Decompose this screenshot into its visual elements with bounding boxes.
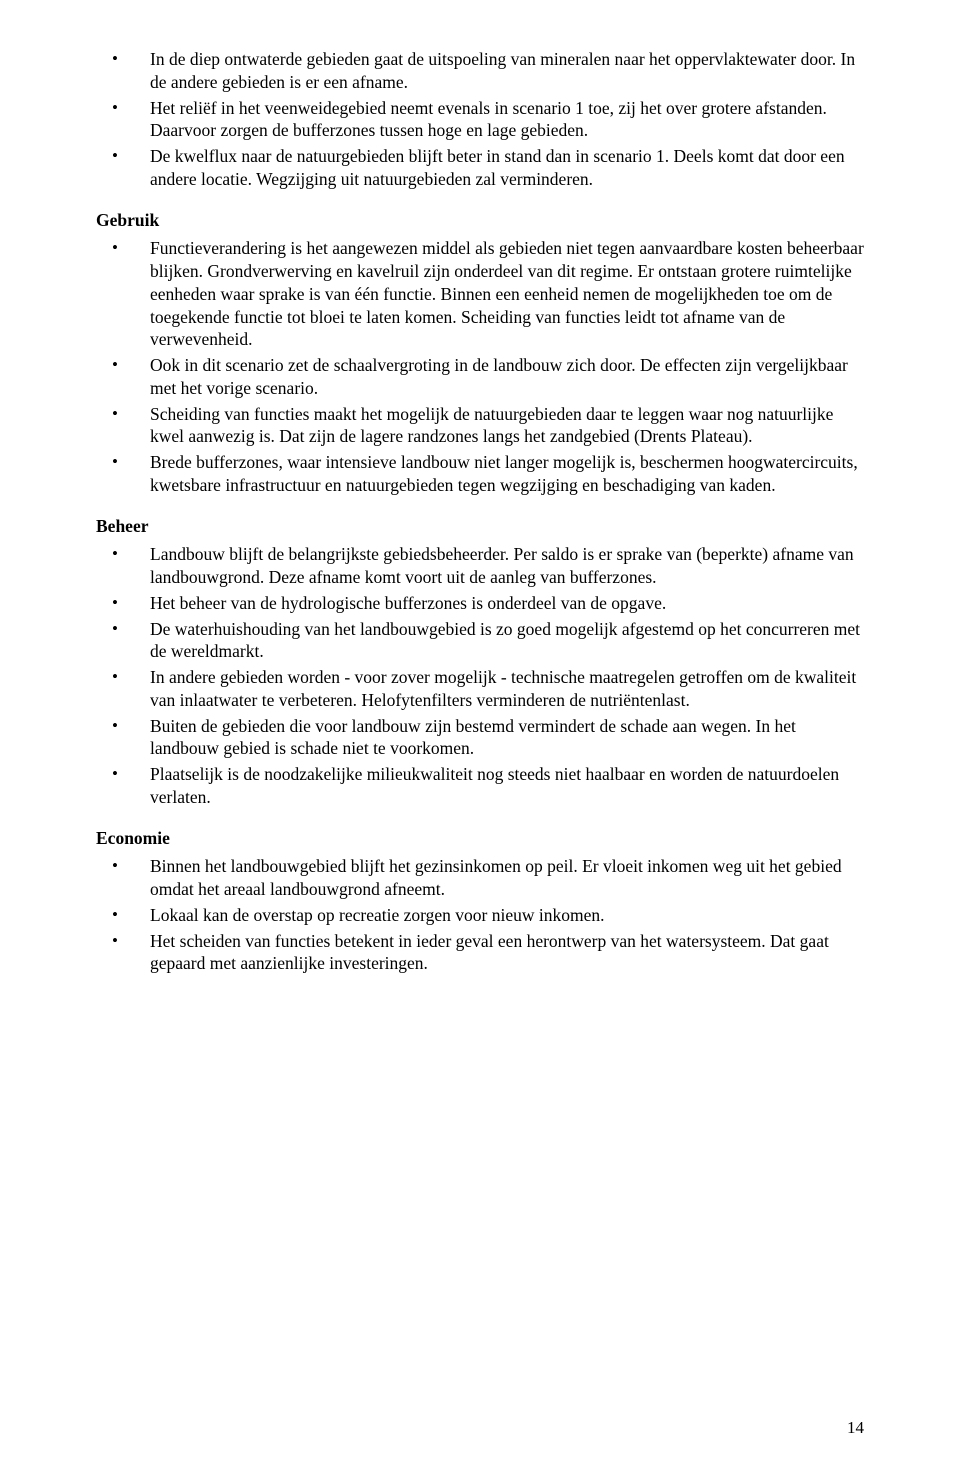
list-item: In de diep ontwaterde gebieden gaat de u…: [96, 48, 864, 94]
list-item: Landbouw blijft de belangrijkste gebieds…: [96, 543, 864, 589]
top-bullet-list: In de diep ontwaterde gebieden gaat de u…: [96, 48, 864, 191]
list-item: Het reliëf in het veenweidegebied neemt …: [96, 97, 864, 143]
list-item: Plaatselijk is de noodzakelijke milieukw…: [96, 763, 864, 809]
list-item: In andere gebieden worden - voor zover m…: [96, 666, 864, 712]
economie-bullet-list: Binnen het landbouwgebied blijft het gez…: [96, 855, 864, 975]
list-item: De kwelflux naar de natuurgebieden blijf…: [96, 145, 864, 191]
list-item: Ook in dit scenario zet de schaalvergrot…: [96, 354, 864, 400]
list-item: Functieverandering is het aangewezen mid…: [96, 237, 864, 351]
list-item: Buiten de gebieden die voor landbouw zij…: [96, 715, 864, 761]
list-item: Het beheer van de hydrologische bufferzo…: [96, 592, 864, 615]
heading-economie: Economie: [96, 827, 864, 850]
list-item: Binnen het landbouwgebied blijft het gez…: [96, 855, 864, 901]
heading-beheer: Beheer: [96, 515, 864, 538]
list-item: Lokaal kan de overstap op recreatie zorg…: [96, 904, 864, 927]
heading-gebruik: Gebruik: [96, 209, 864, 232]
list-item: Het scheiden van functies betekent in ie…: [96, 930, 864, 976]
beheer-bullet-list: Landbouw blijft de belangrijkste gebieds…: [96, 543, 864, 808]
list-item: De waterhuishouding van het landbouwgebi…: [96, 618, 864, 664]
gebruik-bullet-list: Functieverandering is het aangewezen mid…: [96, 237, 864, 496]
list-item: Scheiding van functies maakt het mogelij…: [96, 403, 864, 449]
list-item: Brede bufferzones, waar intensieve landb…: [96, 451, 864, 497]
page-number: 14: [847, 1418, 864, 1438]
